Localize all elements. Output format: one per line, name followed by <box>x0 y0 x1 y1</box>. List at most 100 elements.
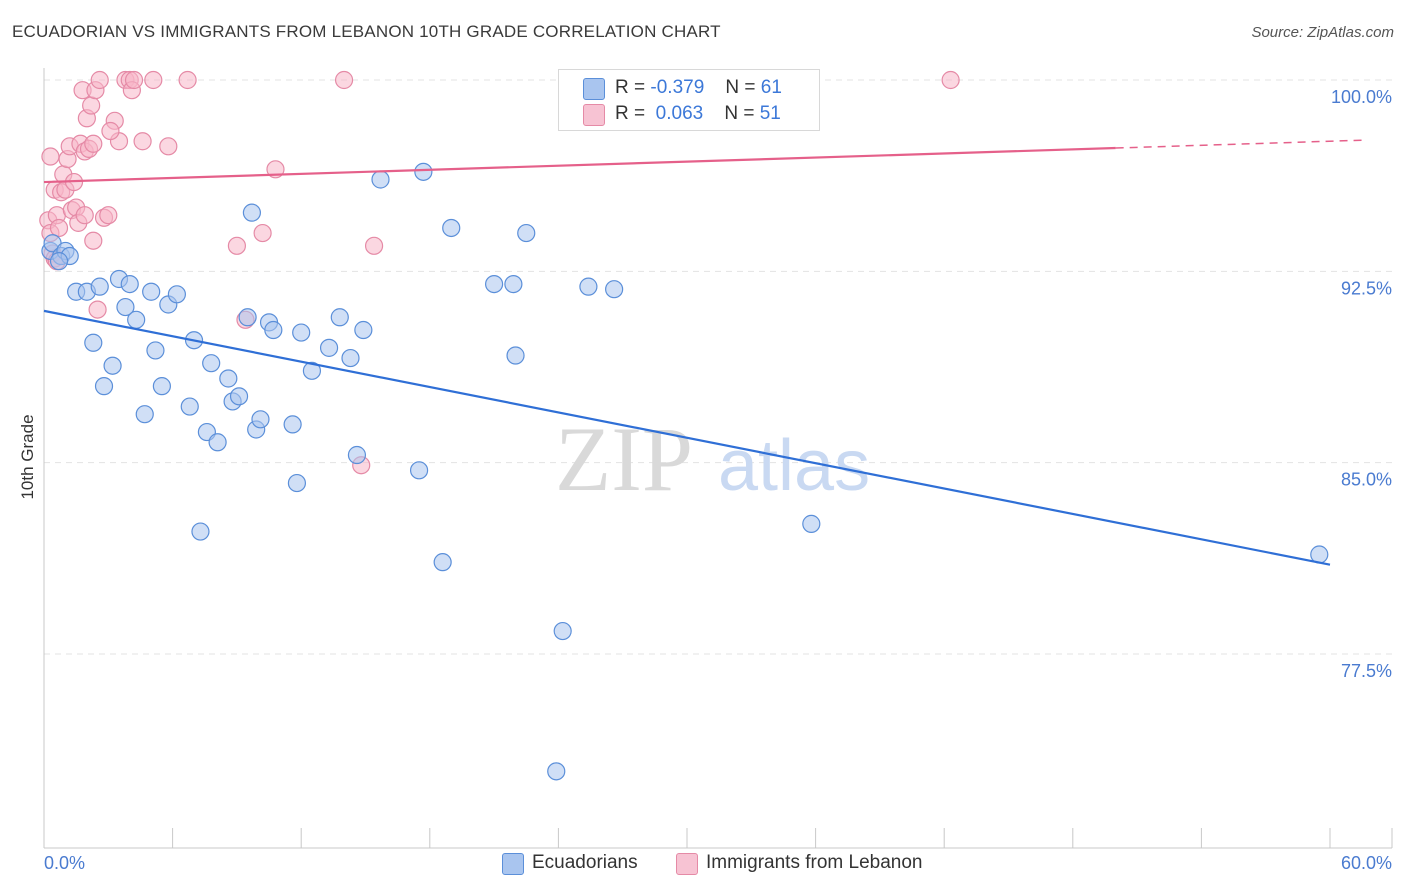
ecuadorians-point-27 <box>219 369 238 388</box>
ecuadorians-point-37 <box>287 473 307 493</box>
lebanon-point-33 <box>159 137 178 156</box>
legend-label-lebanon: Immigrants from Lebanon <box>706 852 923 873</box>
lebanon-point-47 <box>101 121 120 141</box>
legend-n-value: 61 <box>760 77 782 98</box>
ecuadorians-point-12 <box>116 297 135 317</box>
ecuadorians-point-26 <box>208 433 227 452</box>
series-lebanon-points <box>39 70 960 475</box>
ecuadorians-point-54 <box>547 762 566 781</box>
ecuadorians-point-16 <box>142 282 161 301</box>
ecuadorians-point-15 <box>135 405 154 424</box>
lebanon-point-23 <box>90 70 109 90</box>
legend-r-label: R = <box>615 103 646 124</box>
legend-swatch-blue <box>583 78 605 100</box>
y-tick-label-0: 100.0% <box>1331 87 1392 107</box>
legend-n-value: 51 <box>759 103 781 124</box>
lebanon-point-45 <box>41 147 60 166</box>
series-legend: Ecuadorians Immigrants from Lebanon <box>0 852 1406 878</box>
x-tick-label-max: 60.0% <box>1341 853 1392 873</box>
lebanon-point-42 <box>941 70 960 90</box>
ecuadorians-point-30 <box>238 308 257 327</box>
ecuadorians-point-46 <box>409 461 429 480</box>
lebanon-point-25 <box>99 206 118 225</box>
ecuadorians-point-42 <box>341 348 360 368</box>
trend-lines <box>43 139 1363 566</box>
ecuadorians-point-17 <box>146 341 165 360</box>
series-ecuadorians-points <box>41 162 1329 781</box>
y-tick-label-1: 92.5% <box>1341 278 1392 298</box>
lebanon-point-34 <box>178 70 197 90</box>
lebanon-point-41 <box>364 236 384 255</box>
ecuadorians-point-43 <box>347 445 367 465</box>
ecuadorians-point-36 <box>283 415 302 434</box>
ecuadorians-point-38 <box>292 323 311 342</box>
legend-r-value: 0.063 <box>655 103 704 124</box>
ecuadorians-point-9 <box>94 377 114 396</box>
y-tick-label-2: 85.0% <box>1341 470 1392 490</box>
ecuadorians-point-49 <box>442 218 461 238</box>
lebanon-point-22 <box>88 300 107 319</box>
legend-r-label: R = <box>615 77 646 98</box>
ecuadorians-point-56 <box>579 277 598 296</box>
lebanon-trend-line <box>43 146 1116 184</box>
y-tick-labels: 100.0% 92.5% 85.0% 77.5% <box>1331 87 1392 681</box>
ecuadorians-point-21 <box>180 397 199 416</box>
watermark-atlas: atlas <box>718 426 870 506</box>
lebanon-point-35 <box>227 236 246 255</box>
ecuadorians-point-40 <box>319 338 339 357</box>
ecuadorians-point-52 <box>506 346 525 365</box>
x-tick-label-min: 0.0% <box>44 853 85 873</box>
legend-swatch-blue <box>502 853 524 875</box>
ecuadorians-point-58 <box>802 514 821 533</box>
lebanon-point-37 <box>253 223 272 243</box>
ecuadorians-point-20 <box>167 285 186 304</box>
legend-swatch-pink <box>676 853 698 875</box>
ecuadorians-point-18 <box>152 377 171 396</box>
y-tick-label-3: 77.5% <box>1341 661 1392 681</box>
ecuadorians-point-25 <box>202 354 221 373</box>
ecuadorians-point-7 <box>84 333 103 352</box>
ecuadorians-point-10 <box>103 356 122 375</box>
ecuadorians-point-35 <box>264 320 283 340</box>
ecuadorians-point-50 <box>485 274 504 294</box>
ecuadorians-point-29 <box>229 387 249 406</box>
axes <box>43 68 1393 849</box>
ecuadorians-point-8 <box>90 277 109 296</box>
ecuadorians-point-39 <box>302 361 322 380</box>
ecuadorians-point-53 <box>517 223 536 243</box>
lebanon-point-39 <box>334 70 354 90</box>
grid <box>44 79 1392 655</box>
ecuadorians-point-13 <box>120 274 139 294</box>
lebanon-point-19 <box>82 96 101 115</box>
ecuadorians-point-14 <box>127 310 146 329</box>
watermark-zip: ZIP <box>555 408 693 510</box>
legend-n-label: N = <box>725 77 756 98</box>
lebanon-point-20 <box>84 134 103 153</box>
lebanon-point-31 <box>133 132 152 151</box>
ecuadorians-point-48 <box>433 553 452 572</box>
correlation-legend: R = -0.379 N = 61 R = 0.063 N = 51 <box>558 69 820 131</box>
ecuadorians-point-41 <box>330 308 349 327</box>
legend-swatch-pink <box>583 104 605 126</box>
ecuadorians-point-33 <box>251 410 270 429</box>
chart-title: ECUADORIAN VS IMMIGRANTS FROM LEBANON 10… <box>12 22 721 41</box>
ecuadorians-point-51 <box>504 274 523 294</box>
lebanon-trend-extension <box>1115 139 1363 149</box>
ecuadorians-point-55 <box>553 621 572 641</box>
ecuadorians-point-47 <box>414 162 433 181</box>
legend-n-label: N = <box>724 103 755 124</box>
lebanon-point-48 <box>124 70 144 90</box>
lebanon-point-5 <box>49 218 69 238</box>
source-label: Source: ZipAtlas.com <box>1251 24 1394 41</box>
ecuadorians-point-23 <box>191 522 210 541</box>
ecuadorians-trend-line <box>43 309 1331 566</box>
legend-label-ecuadorians: Ecuadorians <box>532 852 638 873</box>
ecuadorians-point-31 <box>242 203 262 222</box>
legend-r-value: -0.379 <box>650 77 705 98</box>
lebanon-point-32 <box>144 70 163 90</box>
ecuadorians-point-44 <box>354 320 373 340</box>
ecuadorians-point-45 <box>371 170 390 189</box>
ecuadorians-point-57 <box>605 280 624 299</box>
ecuadorians-point-60 <box>49 252 69 271</box>
